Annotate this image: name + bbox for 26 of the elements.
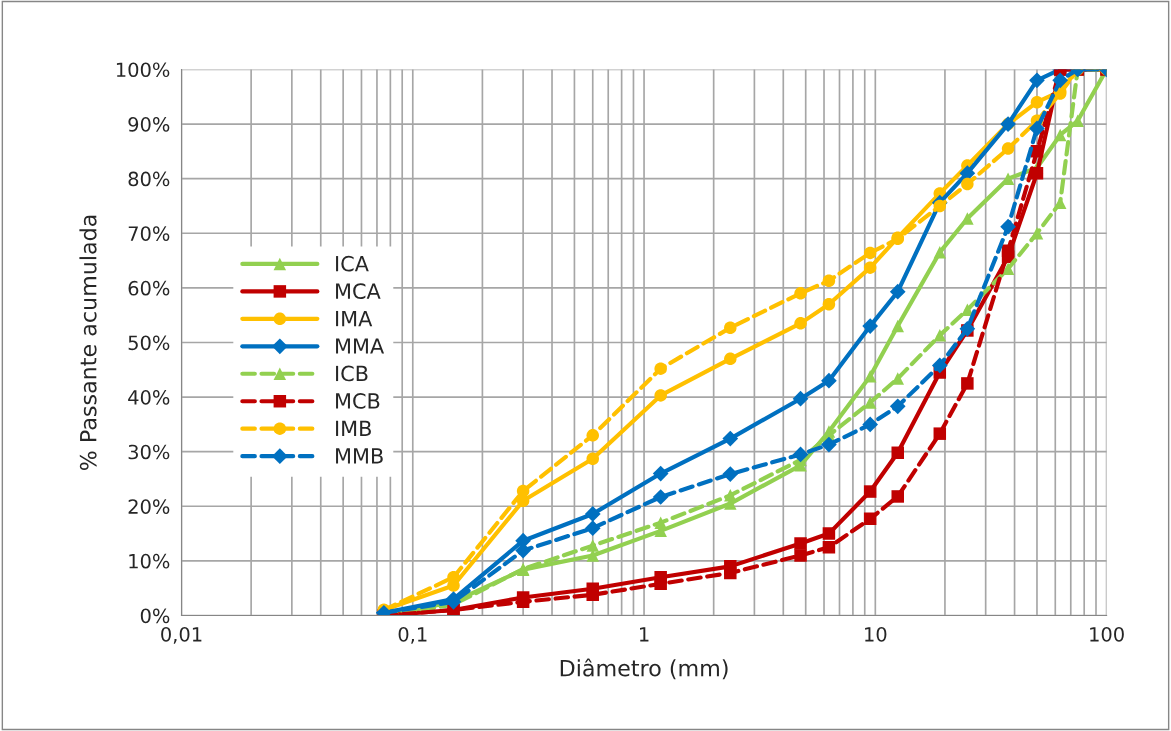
y-tick-label: 30%: [128, 444, 170, 460]
x-axis-title: Diâmetro (mm): [560, 658, 728, 680]
y-tick-label: 40%: [128, 390, 170, 405]
y-axis-title: % Passante acumulada: [79, 215, 97, 471]
legend-label: ICB: [336, 365, 368, 382]
legend-label: MCA: [336, 283, 381, 299]
y-tick-label: 20%: [128, 499, 170, 514]
legend-label: MMA: [336, 338, 385, 354]
legend-label: ICA: [336, 255, 369, 272]
x-tick-label: 0,01: [161, 626, 202, 644]
y-tick-label: 10%: [129, 553, 170, 569]
y-tick-label: 90%: [128, 117, 170, 132]
legend-label: MMB: [336, 448, 383, 464]
x-tick-label: 100: [1090, 626, 1124, 642]
y-tick-label: 70%: [128, 226, 170, 241]
legend-label: IMB: [336, 420, 371, 436]
y-tick-label: 0%: [140, 608, 170, 624]
x-tick-label: 10: [865, 626, 887, 642]
y-tick-label: 60%: [128, 280, 170, 296]
y-tick-label: 80%: [128, 171, 170, 187]
y-tick-label: 100%: [116, 62, 170, 78]
legend-label: IMA: [336, 310, 373, 327]
x-tick-label: 1: [640, 627, 649, 642]
x-tick-label: 0,1: [398, 626, 427, 644]
legend-label: MCB: [336, 393, 380, 409]
y-tick-label: 50%: [128, 335, 170, 351]
